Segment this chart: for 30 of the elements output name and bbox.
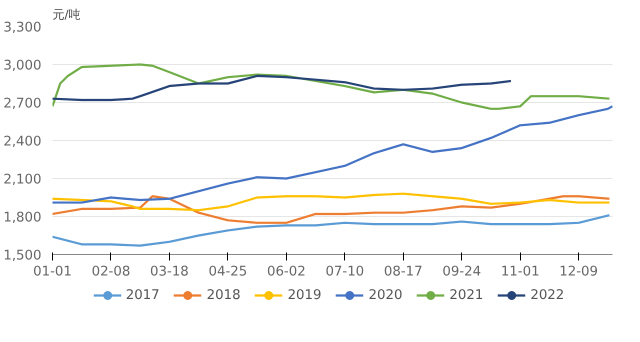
x-tick-label: 12-09: [559, 264, 598, 280]
legend-label: 2022: [530, 288, 564, 302]
line-series: [52, 214, 611, 247]
line-series: [52, 63, 611, 110]
x-tick-label: 08-17: [384, 264, 423, 280]
line-series: [52, 192, 611, 212]
x-tick-label: 01-01: [33, 264, 72, 280]
y-tick-label: 1,500: [3, 248, 42, 264]
y-axis-title: 元/吨: [52, 8, 81, 22]
legend-label: 2020: [368, 288, 402, 302]
legend-label: 2017: [126, 288, 160, 302]
legend-label: 2019: [288, 288, 322, 302]
line-series: [52, 105, 612, 204]
y-tick-label: 3,000: [3, 58, 42, 74]
x-tick-label: 11-01: [500, 264, 540, 280]
y-tick-label: 2,400: [3, 134, 42, 150]
line-series: [52, 74, 512, 102]
y-tick-label: 2,700: [3, 96, 42, 112]
x-tick-label: 04-25: [208, 264, 248, 280]
y-tick-label: 3,300: [3, 20, 42, 36]
legend-label: 2018: [206, 288, 241, 302]
x-tick-label: 09-24: [442, 264, 482, 280]
x-tick-label: 02-08: [92, 264, 130, 280]
y-tick-label: 2,100: [3, 172, 42, 188]
line-series: [52, 195, 611, 224]
x-tick-label: 06-02: [266, 264, 306, 280]
x-tick-label: 03-18: [150, 264, 189, 280]
x-tick-label: 07-10: [325, 264, 364, 280]
y-tick-label: 1,800: [3, 210, 42, 226]
legend-label: 2021: [449, 288, 484, 302]
